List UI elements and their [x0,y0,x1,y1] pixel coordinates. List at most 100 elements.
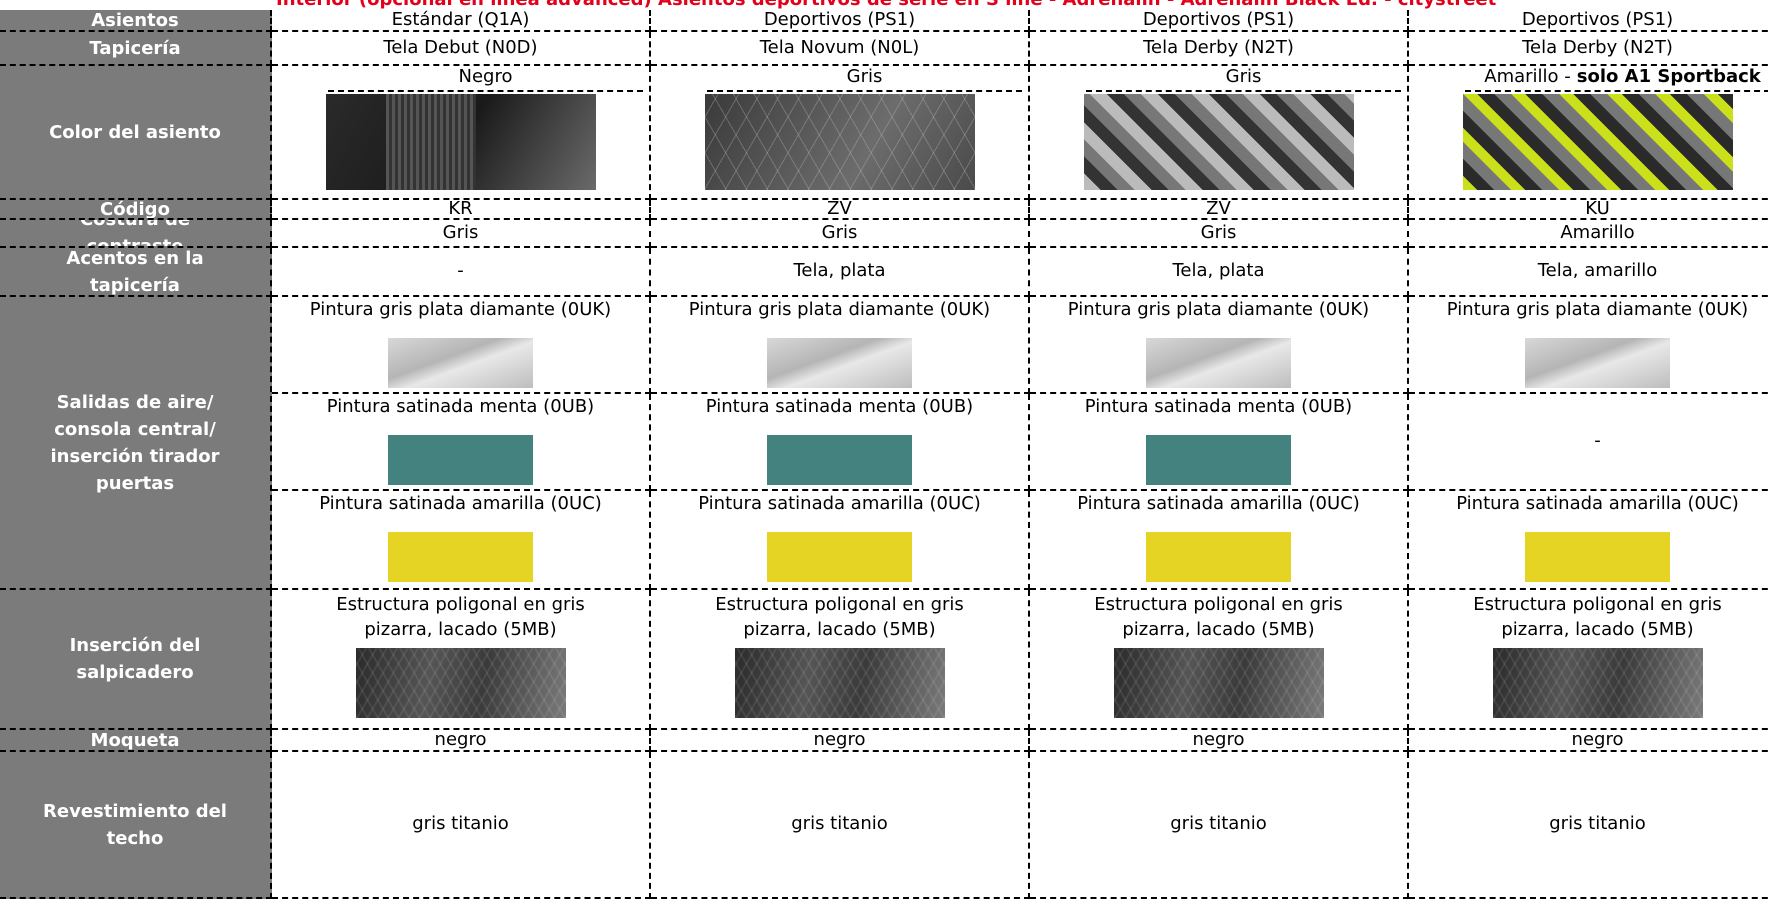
seat-color-cell: Gris [651,66,1030,200]
row-label: Moqueta [0,730,272,752]
seat-color-cell: Amarillo - solo A1 Sportback [1409,66,1768,200]
dash-cell: Estructura poligonal en gris pizarra, la… [651,590,1030,730]
row-label: Inserción del salpicadero [0,590,272,730]
seat-image [1462,94,1733,190]
table-cell: gris titanio [1030,752,1409,899]
finish-swatch [388,532,533,583]
table-cell: Amarillo [1409,220,1768,248]
table-cell: Tela Debut (N0D) [272,32,651,66]
finish-swatch [767,532,912,583]
finish-swatch [1146,338,1291,389]
dash-text: Estructura poligonal en gris pizarra, la… [1094,594,1343,641]
finish-swatch [1146,435,1291,486]
table-cell: Estándar (Q1A) [272,10,651,32]
row-label: Asientos [0,10,272,32]
finish-swatch [767,338,912,389]
seat-color-cell: Gris [1030,66,1409,200]
table-cell: Tela, plata [1030,248,1409,297]
dash-text: Estructura poligonal en gris pizarra, la… [715,594,964,641]
finish-swatch [1146,532,1291,583]
option-cell: Pintura gris plata diamante (0UK) [1409,297,1768,394]
dash-cell: Estructura poligonal en gris pizarra, la… [1030,590,1409,730]
table-cell: gris titanio [272,752,651,899]
dash-text: Estructura poligonal en gris pizarra, la… [1473,594,1722,641]
option-text: Pintura satinada menta (0UB) [1084,396,1353,417]
dash-image [355,648,566,719]
seat-color-text: Gris [707,66,1022,92]
seat-image [325,94,596,190]
seat-color-name: Gris [1225,66,1262,87]
sheet-title: Interior (opcional en línea advanced) As… [276,0,1496,10]
option-text: Pintura satinada amarilla (0UC) [1077,493,1360,514]
table-cell: negro [651,730,1030,752]
table-cell: gris titanio [651,752,1030,899]
table-cell: negro [1409,730,1768,752]
option-cell: Pintura satinada amarilla (0UC) [1409,491,1768,590]
row-label: Salidas de aire/ consola central/ inserc… [0,297,272,590]
option-cell: Pintura satinada menta (0UB) [272,394,651,491]
table-cell: ZV [1030,200,1409,220]
table-cell: Tela, amarillo [1409,248,1768,297]
option-text: Pintura gris plata diamante (0UK) [1067,299,1370,320]
finish-swatch [388,435,533,486]
option-text: Pintura satinada menta (0UB) [326,396,595,417]
option-cell: Pintura satinada amarilla (0UC) [1030,491,1409,590]
table-cell: negro [272,730,651,752]
seat-color-name: Gris [846,66,883,87]
option-cell: Pintura satinada amarilla (0UC) [651,491,1030,590]
option-text: Pintura satinada amarilla (0UC) [1456,493,1739,514]
table-cell: Gris [651,220,1030,248]
dash-image [1113,648,1324,719]
seat-color-name: Amarillo - [1484,66,1571,87]
option-cell: - [1409,394,1768,491]
finish-swatch [1525,338,1670,389]
option-cell: Pintura satinada menta (0UB) [651,394,1030,491]
dash-cell: Estructura poligonal en gris pizarra, la… [1409,590,1768,730]
table-cell: Deportivos (PS1) [1030,10,1409,32]
seat-image [704,94,975,190]
option-cell: Pintura gris plata diamante (0UK) [651,297,1030,394]
option-cell: Pintura satinada menta (0UB) [1030,394,1409,491]
option-text: Pintura satinada menta (0UB) [705,396,974,417]
seat-color-note: solo A1 Sportback [1576,66,1761,87]
seat-color-text: Gris [1086,66,1401,92]
seat-color-cell: Negro [272,66,651,200]
option-text: Pintura gris plata diamante (0UK) [1446,299,1749,320]
row-label: Color del asiento [0,66,272,200]
table-cell: negro [1030,730,1409,752]
option-text: Pintura satinada amarilla (0UC) [698,493,981,514]
finish-swatch [388,338,533,389]
table-cell: Deportivos (PS1) [1409,10,1768,32]
table-cell: Gris [1030,220,1409,248]
row-label: Acentos en la tapicería [0,248,272,297]
seat-color-text: Negro [328,66,643,92]
table-cell: Tela, plata [651,248,1030,297]
seat-color-text: Amarillo - solo A1 Sportback [1465,66,1768,92]
table-cell: KU [1409,200,1768,220]
option-cell: Pintura satinada amarilla (0UC) [272,491,651,590]
dash-cell: Estructura poligonal en gris pizarra, la… [272,590,651,730]
table-cell: Tela Derby (N2T) [1030,32,1409,66]
table-cell: Tela Novum (N0L) [651,32,1030,66]
seat-color-name: Negro [458,66,513,87]
option-text: Pintura gris plata diamante (0UK) [688,299,991,320]
table-cell: ZV [651,200,1030,220]
seat-image [1083,94,1354,190]
table-cell: Deportivos (PS1) [651,10,1030,32]
dash-text: Estructura poligonal en gris pizarra, la… [336,594,585,641]
table-cell: Gris [272,220,651,248]
table-cell: Tela Derby (N2T) [1409,32,1768,66]
table-cell: gris titanio [1409,752,1768,899]
table-cell: KR [272,200,651,220]
row-label: Costura de contraste [0,220,272,248]
option-text: Pintura satinada amarilla (0UC) [319,493,602,514]
option-cell: Pintura gris plata diamante (0UK) [272,297,651,394]
finish-swatch [1525,532,1670,583]
row-label: Código [0,200,272,220]
option-text: Pintura gris plata diamante (0UK) [309,299,612,320]
dash-image [734,648,945,719]
option-cell: Pintura gris plata diamante (0UK) [1030,297,1409,394]
row-label: Tapicería [0,32,272,66]
dash-image [1492,648,1703,719]
